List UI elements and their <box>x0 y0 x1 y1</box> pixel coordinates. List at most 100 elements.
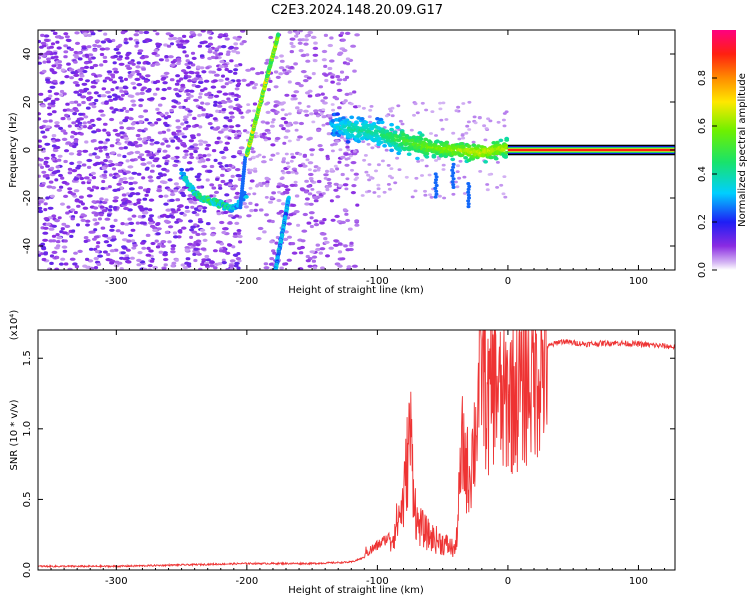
spectrogram-cell <box>258 208 264 212</box>
spectrogram-cell <box>416 160 421 163</box>
spectrogram-cell <box>281 127 286 131</box>
spectrogram-cell <box>325 186 330 189</box>
spectrogram-cell <box>61 231 68 235</box>
spectrogram-cell <box>193 258 198 263</box>
spectrogram-cell <box>51 64 57 68</box>
spectrogram-cell <box>319 112 324 116</box>
spectrogram-cell <box>314 93 320 97</box>
spectrogram-cell <box>40 242 46 246</box>
spectrogram-cell <box>224 67 229 72</box>
spectrogram-cell <box>415 111 420 115</box>
spectrogram-cell <box>60 129 67 133</box>
spectrogram-cell <box>117 142 122 146</box>
spectrogram-cell <box>149 224 156 228</box>
spectrogram-cell <box>261 132 267 136</box>
spectrogram-cell <box>216 136 221 140</box>
spectrogram-cell <box>318 251 323 255</box>
spectrogram-cell <box>276 185 281 189</box>
spectrogram-cell <box>38 206 43 210</box>
spectrogram-cell <box>234 214 240 218</box>
spectrogram-cell <box>245 68 252 72</box>
spectrogram-cell <box>311 120 316 124</box>
spectrogram-cell <box>185 59 190 63</box>
spectrogram-cell <box>428 193 432 197</box>
spectrogram-cell <box>234 191 240 195</box>
spectrogram-cell <box>387 174 392 178</box>
spectrogram-cell <box>220 74 226 78</box>
spectrogram-cell <box>228 45 235 50</box>
spectrogram-cell <box>166 44 172 48</box>
colorbar-tick-label: 0.0 <box>697 262 708 278</box>
spectrogram-cell <box>67 124 72 128</box>
spectrogram-cell <box>85 106 91 110</box>
spectrogram-cell <box>220 173 225 177</box>
spectrogram-cell <box>94 221 100 225</box>
spectrogram-cell <box>431 153 437 158</box>
spectrogram-cell <box>87 53 94 57</box>
spectrogram-cell <box>441 101 446 105</box>
spectrogram-cell <box>55 165 61 169</box>
spectrogram-cell <box>471 140 476 144</box>
spectrogram-cell <box>119 121 124 125</box>
spectrogram-cell <box>186 113 193 117</box>
spectrogram-cell <box>336 133 342 138</box>
spectrogram-cell <box>315 243 321 247</box>
spectrogram-cell <box>300 53 307 58</box>
spectrogram-cell <box>271 118 276 122</box>
spectrogram-cell <box>498 138 504 143</box>
spectrogram-cell <box>345 248 351 252</box>
spectrogram-cell <box>200 262 205 266</box>
spectrogram-cell <box>38 200 44 204</box>
spectrogram-cell <box>87 178 92 182</box>
spectrogram-cell <box>72 53 79 57</box>
spectrogram-cell <box>279 266 284 270</box>
spectrogram-cell <box>241 174 246 178</box>
spectrogram-cell <box>284 93 290 97</box>
spectrogram-cell <box>335 82 342 86</box>
spectrogram-cell <box>95 212 100 216</box>
spectrogram-cell <box>55 255 60 260</box>
spectrogram-cell <box>415 156 420 161</box>
spectrogram-cell <box>294 171 299 175</box>
spectrogram-cell <box>275 75 281 79</box>
spectrogram-cell <box>58 173 63 178</box>
spectrogram-cell <box>70 192 77 196</box>
spectrogram-cell <box>323 33 329 38</box>
x-tick-label: -300 <box>105 276 128 287</box>
spectrogram-cell <box>98 109 105 113</box>
spectrogram-cell <box>38 56 42 60</box>
spectrogram-cell <box>134 69 140 74</box>
spectrogram-cell <box>236 266 241 270</box>
spectrogram-cell <box>437 157 441 161</box>
spectrogram-cell <box>63 55 68 59</box>
spectrogram-cell <box>198 78 203 82</box>
spectrogram-cell <box>344 75 350 79</box>
spectrogram-cell <box>123 37 128 42</box>
spectrogram-cell <box>173 87 179 92</box>
spectrogram-cell <box>129 256 135 260</box>
spectrogram-cell <box>363 120 369 125</box>
spectrogram-cell <box>319 247 326 251</box>
spectrogram-cell <box>132 243 138 247</box>
spectrogram-cell <box>67 167 73 171</box>
spectrogram-cell <box>128 117 134 121</box>
spectrogram-cell <box>261 155 266 159</box>
spectrogram-cell <box>85 219 91 223</box>
spectrogram-cell <box>110 73 116 77</box>
spectrogram-cell <box>43 98 48 102</box>
spectrogram-cell <box>53 51 58 55</box>
spectrogram-cell <box>218 78 224 83</box>
spectrogram-cell <box>268 262 274 266</box>
spectrogram-cell <box>342 101 347 104</box>
spectrogram-cell <box>350 191 356 195</box>
spectrogram-cell <box>127 165 134 169</box>
spectrogram-cell <box>38 163 43 167</box>
spectrogram-cell <box>119 79 124 83</box>
spectrogram-cell <box>42 238 49 242</box>
spectrogram-cell <box>278 72 284 76</box>
spectrogram-cell <box>149 97 155 101</box>
spectrogram-cell <box>138 30 144 35</box>
spectrogram-cell <box>144 193 149 197</box>
spectrogram-cell <box>96 262 102 266</box>
